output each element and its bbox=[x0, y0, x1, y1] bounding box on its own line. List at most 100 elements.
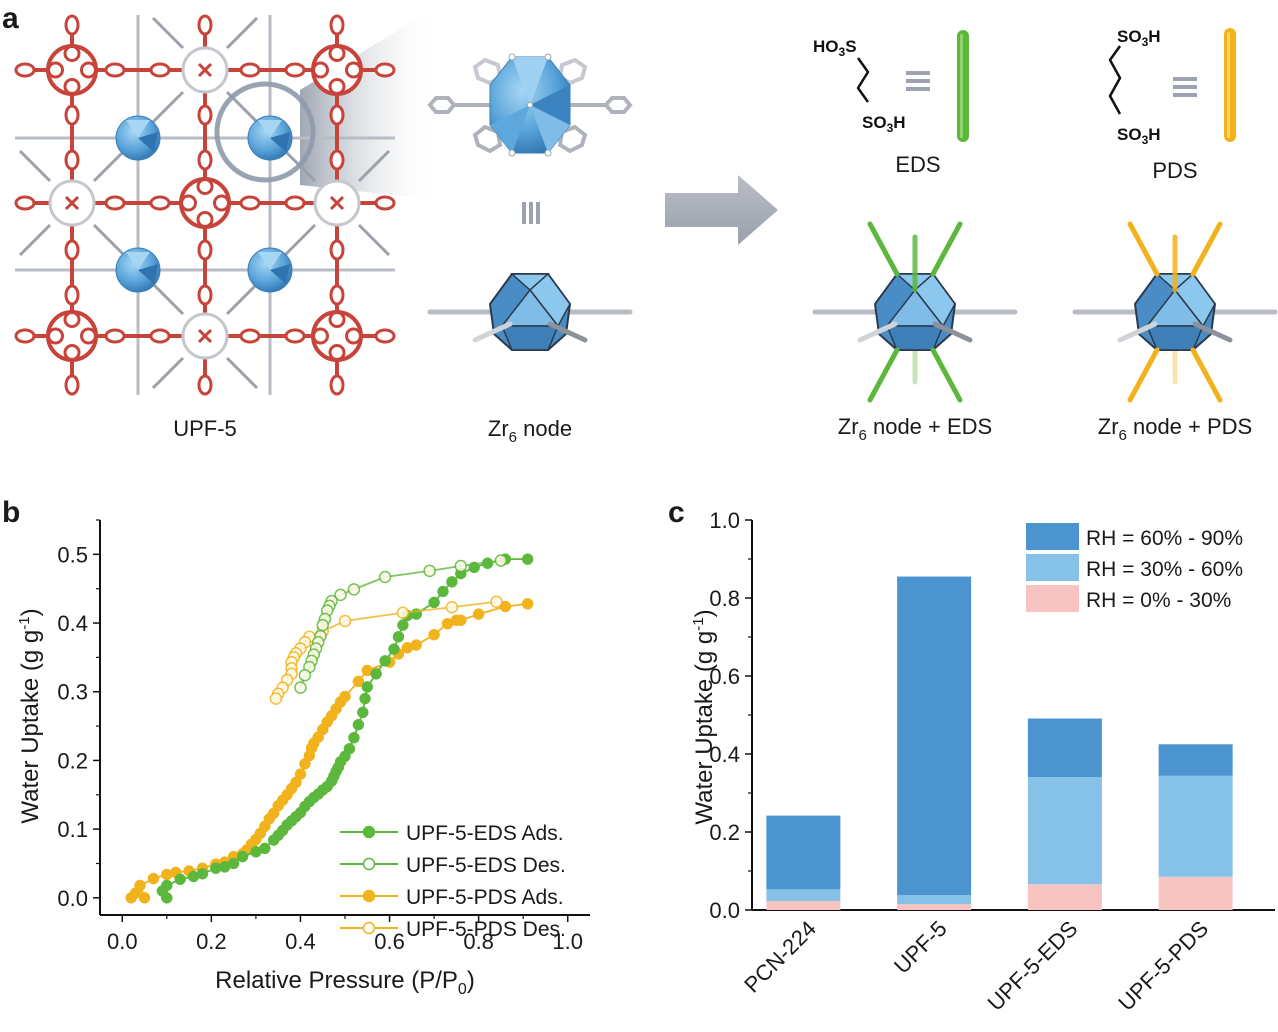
bar-segment bbox=[1158, 744, 1233, 776]
x-tick-label: 0.6 bbox=[374, 929, 405, 954]
data-point bbox=[445, 600, 459, 614]
pyrrole-ring bbox=[47, 61, 64, 79]
data-point bbox=[196, 868, 209, 880]
data-point bbox=[423, 564, 436, 578]
phenyl-ring bbox=[64, 239, 80, 261]
data-point bbox=[298, 669, 312, 682]
grey-rod bbox=[1117, 321, 1158, 343]
linker-rod bbox=[1127, 221, 1160, 277]
diagonal-linker bbox=[151, 282, 185, 316]
y-tick-label: 0.8 bbox=[709, 586, 740, 611]
pyrrole-ring bbox=[80, 327, 97, 345]
data-point bbox=[410, 639, 423, 651]
grey-rod bbox=[547, 321, 588, 343]
data-point bbox=[147, 872, 160, 885]
data-point bbox=[227, 857, 240, 870]
cluster-facet bbox=[258, 252, 282, 270]
bar-segment bbox=[766, 889, 841, 902]
pds-top-group: SO3H bbox=[1117, 27, 1161, 49]
data-point bbox=[388, 643, 400, 655]
phenyl-ring bbox=[329, 149, 345, 171]
data-point bbox=[352, 718, 365, 731]
diagonal-linker bbox=[357, 149, 391, 183]
linker-rod bbox=[1190, 347, 1223, 403]
data-point bbox=[134, 879, 146, 892]
diagonal-linker bbox=[225, 16, 259, 50]
pyrrole-ring bbox=[328, 45, 346, 62]
zr6-cluster-detailed bbox=[427, 53, 633, 157]
data-point bbox=[138, 892, 151, 904]
legend-marker bbox=[362, 889, 376, 903]
pds-label: PDS bbox=[1152, 158, 1197, 183]
panel-b-x-axis-title: Relative Pressure (P/P0) bbox=[215, 967, 475, 998]
legend-label: UPF-5-PDS Des. bbox=[406, 918, 566, 941]
zr6-node-with-pds bbox=[1072, 221, 1278, 403]
data-point bbox=[397, 619, 409, 631]
bar-segment bbox=[897, 576, 972, 896]
bar-group-upf-5 bbox=[897, 576, 972, 910]
data-point bbox=[269, 692, 283, 705]
metal-center bbox=[64, 195, 80, 211]
grey-rod bbox=[857, 321, 898, 343]
x-tick-label: UPF-5-EDS bbox=[983, 916, 1083, 1016]
pyrrole-ring bbox=[213, 194, 230, 212]
eds-label: EDS bbox=[895, 152, 940, 177]
legend-label: UPF-5-PDS Ads. bbox=[406, 886, 564, 909]
phenyl-ring bbox=[329, 104, 345, 126]
legend-marker bbox=[362, 825, 376, 839]
diagonal-linker bbox=[225, 282, 259, 316]
phenyl-ring bbox=[239, 62, 261, 78]
equivalence-symbol-vertical bbox=[522, 202, 540, 224]
bar-group-upf-5-pds bbox=[1158, 744, 1233, 910]
legend-marker bbox=[362, 857, 376, 871]
pyrrole-ring bbox=[328, 311, 346, 328]
phenyl-ring bbox=[329, 239, 345, 261]
diagonal-linker bbox=[18, 223, 52, 257]
phenyl-ring bbox=[14, 328, 36, 344]
data-point bbox=[494, 554, 508, 567]
phenyl-ring bbox=[64, 149, 80, 171]
data-point bbox=[161, 879, 173, 892]
bar-segment bbox=[897, 895, 972, 905]
phenyl-ring bbox=[284, 195, 306, 211]
panel-label-b: b bbox=[2, 496, 21, 529]
phenyl-ring bbox=[239, 195, 261, 211]
bar-segment bbox=[1158, 775, 1233, 877]
pyrrole-ring bbox=[196, 211, 214, 228]
y-tick-label: 0.0 bbox=[709, 898, 740, 923]
series-upf-5-pds-des- bbox=[269, 595, 503, 705]
node-face bbox=[500, 325, 560, 351]
y-tick-label: 0.6 bbox=[709, 664, 740, 689]
metal-center bbox=[197, 62, 213, 78]
diagonal-linker bbox=[151, 90, 185, 124]
phenyl-ring bbox=[14, 62, 36, 78]
pyrrole-ring bbox=[345, 61, 362, 79]
y-tick-label: 0.0 bbox=[57, 886, 88, 911]
pyrrole-ring bbox=[63, 78, 81, 95]
legend-swatch bbox=[1026, 523, 1079, 550]
phenyl-ring bbox=[104, 62, 126, 78]
legend-label: UPF-5-EDS Ads. bbox=[406, 822, 564, 845]
panel-b-axes: 0.0 0.2 0.4 0.6 0.8 1.0 0.0 0.1 0.2 0.3 0.4 0.5 bbox=[57, 519, 590, 954]
data-point bbox=[428, 596, 440, 609]
data-point bbox=[437, 585, 449, 598]
metal-center bbox=[197, 328, 213, 344]
data-point bbox=[236, 850, 249, 863]
data-point bbox=[174, 873, 186, 886]
phenyl-ring bbox=[197, 149, 213, 171]
data-point bbox=[352, 675, 365, 688]
pyrrole-ring bbox=[63, 344, 81, 361]
x-tick-label: 0.8 bbox=[463, 929, 494, 954]
phenyl-ring bbox=[64, 284, 80, 306]
zr6-eds-caption: Zr6 node + EDS bbox=[838, 414, 992, 444]
y-tick-label: 0.2 bbox=[709, 820, 740, 845]
phenyl-ring bbox=[284, 62, 306, 78]
zr6-pds-caption: Zr6 node + PDS bbox=[1098, 414, 1252, 444]
phenyl-ring bbox=[14, 195, 36, 211]
data-point bbox=[357, 706, 369, 719]
phenyl-ring bbox=[374, 195, 396, 211]
transformation-arrow bbox=[665, 175, 778, 245]
phenyl-ring bbox=[197, 14, 213, 36]
panel-c-legend: RH = 60% - 90% RH = 30% - 60% RH = 0% - 30… bbox=[1026, 523, 1243, 612]
data-point bbox=[392, 631, 405, 643]
